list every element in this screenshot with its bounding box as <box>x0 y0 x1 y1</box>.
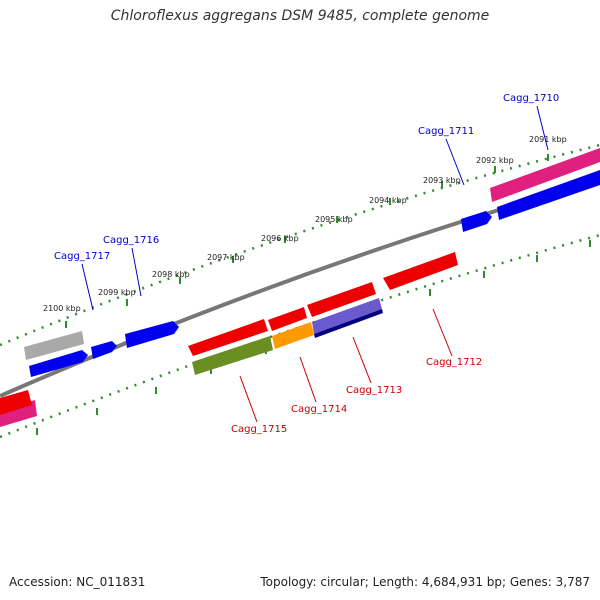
gene-label: Cagg_1715 <box>231 424 287 435</box>
gene-feature <box>0 390 32 415</box>
gene-feature <box>272 322 314 349</box>
gene-label: Cagg_1716 <box>103 235 159 246</box>
gene-feature <box>307 282 376 317</box>
inner-scale-track <box>0 233 600 439</box>
gene-feature <box>24 331 84 360</box>
kbp-label: 2098 kbp <box>152 270 190 279</box>
topology-label: Topology: circular; Length: 4,684,931 bp… <box>260 575 590 589</box>
kbp-label: 2097 kbp <box>207 253 245 262</box>
kbp-label: 2091 kbp <box>529 135 567 144</box>
accession-label: Accession: NC_011831 <box>9 575 146 589</box>
kbp-label: 2094 kbp <box>369 196 407 205</box>
kbp-label: 2093 kbp <box>423 176 461 185</box>
gene-feature <box>188 319 268 356</box>
gene-feature <box>312 298 382 334</box>
kbp-label: 2092 kbp <box>476 156 514 165</box>
gene-feature <box>91 341 117 359</box>
gene-feature <box>268 307 307 331</box>
kbp-labels: 2091 kbp 2092 kbp 2093 kbp 2094 kbp 2095… <box>43 135 567 313</box>
gene-label: Cagg_1713 <box>346 385 402 396</box>
gene-feature <box>192 336 273 375</box>
gene-feature <box>490 148 600 202</box>
kbp-label: 2096 kbp <box>261 234 299 243</box>
gene-label: Cagg_1710 <box>503 93 559 104</box>
gene-feature <box>0 400 37 427</box>
gene-label: Cagg_1712 <box>426 357 482 368</box>
gene-label: Cagg_1714 <box>291 404 347 415</box>
gene-feature <box>125 321 179 348</box>
forward-gene-features <box>0 148 600 427</box>
genome-title: Chloroflexus aggregans DSM 9485, complet… <box>110 8 490 24</box>
outer-scale-track <box>0 143 600 347</box>
gene-label: Cagg_1717 <box>54 251 110 262</box>
leader-lines <box>81 105 549 423</box>
reverse-gene-features <box>0 252 458 415</box>
gene-label: Cagg_1711 <box>418 126 474 137</box>
gene-feature <box>461 211 492 232</box>
gene-feature <box>29 350 88 377</box>
gene-feature <box>314 309 383 338</box>
kbp-label: 2099 kbp <box>98 288 136 297</box>
gene-labels: Cagg_1710 Cagg_1711 Cagg_1712 Cagg_1713 … <box>54 93 559 435</box>
kbp-label: 2100 kbp <box>43 304 81 313</box>
gene-feature <box>497 170 600 220</box>
outer-major-ticks <box>65 154 549 328</box>
gene-feature <box>383 252 458 290</box>
kbp-label: 2095 kbp <box>315 215 353 224</box>
